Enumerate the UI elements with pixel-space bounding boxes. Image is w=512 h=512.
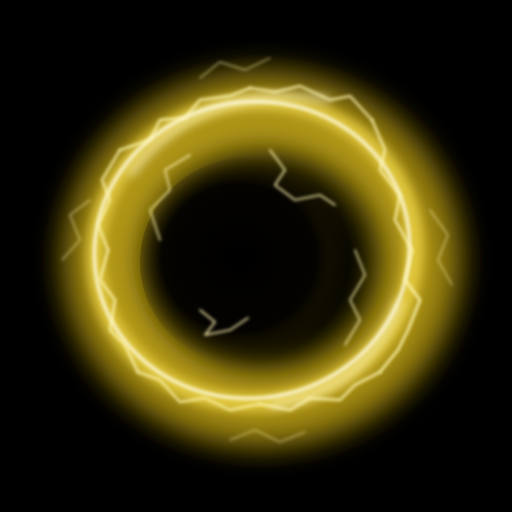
bolt-left-lower	[98, 248, 140, 374]
bolt-bottom-right	[258, 370, 382, 412]
bolt-right-lower	[378, 248, 422, 374]
lightning-bolts	[61, 57, 453, 443]
bolt-inner-left	[149, 154, 191, 241]
bolt-top	[249, 85, 373, 121]
bolt-outer-top	[199, 57, 271, 79]
bolt-inner-right	[344, 249, 366, 346]
highlight-top-arc	[127, 93, 331, 177]
bolt-outer-right	[429, 209, 453, 286]
bolt-right-upper	[370, 118, 414, 252]
bolt-top-left	[118, 86, 252, 152]
highlight-bottom-arc	[269, 298, 404, 409]
bolt-outer-bottom	[229, 429, 306, 443]
bolt-inner-top	[269, 149, 336, 206]
bolt-inner-bottom	[199, 309, 249, 336]
dark-center	[140, 157, 360, 367]
bolt-outer-left	[61, 199, 91, 261]
bolt-left-upper	[97, 149, 121, 251]
bolt-bottom-left	[137, 371, 261, 411]
